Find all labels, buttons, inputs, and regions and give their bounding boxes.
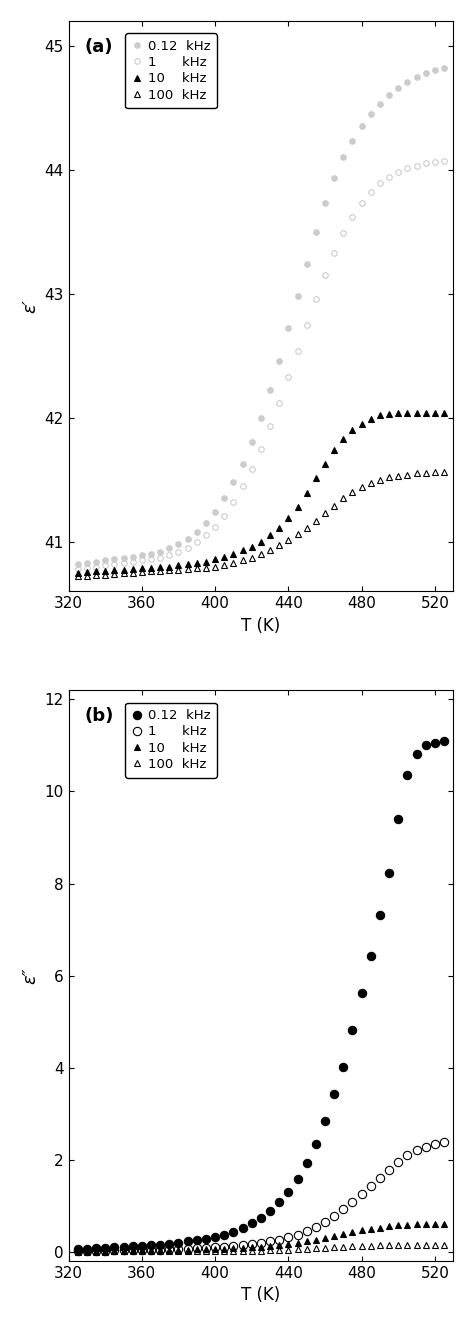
X-axis label: T (K): T (K) [241, 616, 281, 635]
Legend: 0.12  kHz, 1      kHz, 10    kHz, 100  kHz: 0.12 kHz, 1 kHz, 10 kHz, 100 kHz [125, 33, 217, 109]
Text: (b): (b) [84, 708, 113, 725]
Y-axis label: ε″: ε″ [21, 967, 39, 983]
Y-axis label: ε′: ε′ [21, 299, 39, 313]
X-axis label: T (K): T (K) [241, 1287, 281, 1304]
Legend: 0.12  kHz, 1      kHz, 10    kHz, 100  kHz: 0.12 kHz, 1 kHz, 10 kHz, 100 kHz [125, 702, 217, 778]
Text: (a): (a) [84, 38, 112, 56]
